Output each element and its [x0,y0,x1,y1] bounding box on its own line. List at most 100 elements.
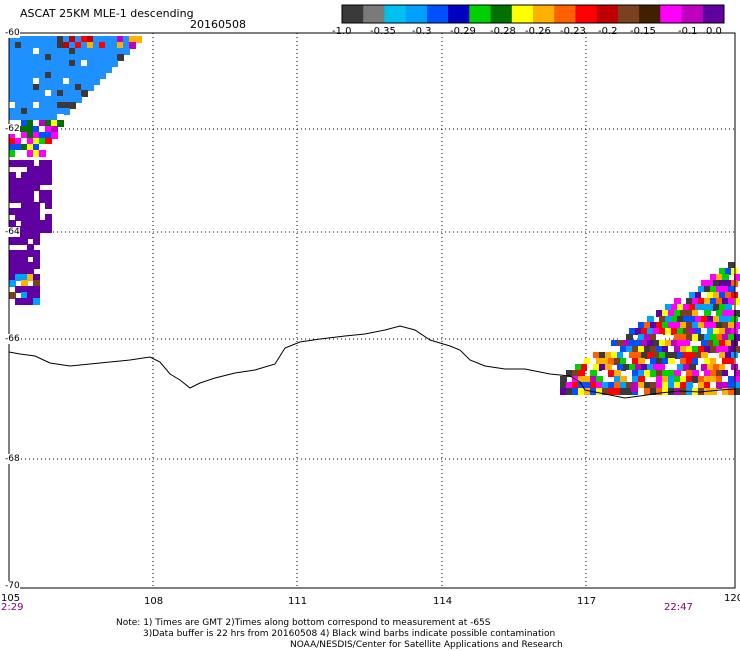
time-end-label: 22:47 [664,602,693,613]
wind-pixel [27,90,34,97]
wind-pixel [689,328,696,335]
colorbar-swatch [426,5,449,23]
wind-pixel [27,178,34,185]
wind-pixel [27,144,34,151]
wind-pixel [15,298,22,305]
wind-pixel [602,382,609,389]
wind-pixel [656,370,663,377]
wind-pixel [701,328,708,335]
wind-pixel [15,144,22,151]
wind-pixel [39,226,46,233]
wind-pixel [75,90,82,97]
wind-pixel [87,72,94,79]
wind-pixel [659,352,666,359]
wind-pixel [713,292,720,299]
wind-pixel [63,102,70,109]
wind-pixel [93,48,100,55]
wind-pixel [605,364,612,371]
wind-pixel [716,322,723,329]
wind-pixel [734,298,740,305]
wind-pixel [674,346,681,353]
wind-pixel [734,376,740,383]
wind-pixel [39,144,46,151]
wind-pixel [653,340,660,347]
wind-pixel [51,102,58,109]
wind-pixel [15,150,22,157]
wind-pixel [620,358,627,365]
wind-pixel [15,108,22,115]
wind-pixels [9,36,740,395]
product-date: 20160508 [190,18,246,31]
wind-pixel [9,268,16,275]
wind-pixel [560,388,567,395]
wind-pixel [15,78,22,85]
wind-pixel [39,160,46,167]
colorbar-swatch [596,5,619,23]
wind-pixel [9,138,16,145]
wind-pixel [566,370,573,377]
wind-pixel [686,382,693,389]
colorbar-label: -1.0 [332,26,352,37]
wind-pixel [659,316,666,323]
wind-pixel [9,54,16,61]
wind-pixel [716,358,723,365]
wind-pixel [632,370,639,377]
wind-pixel [734,310,740,317]
wind-pixel [671,328,678,335]
wind-pixel [722,376,729,383]
wind-pixel [677,328,684,335]
wind-pixel [9,66,16,73]
wind-pixel [716,310,723,317]
wind-pixel [45,54,52,61]
wind-pixel [623,364,630,371]
wind-pixel [105,54,112,61]
wind-pixel [63,84,70,91]
wind-pixel [620,334,627,341]
wind-pixel [15,256,22,263]
wind-pixel [674,310,681,317]
colorbar-label: -0.35 [370,26,396,37]
wind-pixel [632,376,639,383]
wind-pixel [647,340,654,347]
wind-pixel [9,36,16,43]
wind-pixel [21,202,28,209]
wind-pixel [701,316,708,323]
wind-pixel [27,214,34,221]
wind-pixel [33,60,40,67]
wind-pixel [33,232,40,239]
wind-pixel [698,298,705,305]
wind-pixel [617,364,624,371]
wind-pixel [725,328,732,335]
wind-pixel [596,358,603,365]
wind-pixel [105,36,112,43]
wind-pixel [39,84,46,91]
wind-pixel [33,48,40,55]
wind-pixel [9,160,16,167]
wind-pixel [638,358,645,365]
wind-pixel [626,370,633,377]
wind-pixel [656,376,663,383]
wind-pixel [9,72,16,79]
wind-pixel [39,90,46,97]
wind-pixel [33,138,40,145]
wind-pixel [39,172,46,179]
wind-pixel [33,184,40,191]
wind-pixel [15,268,22,275]
wind-pixel [15,190,22,197]
wind-pixel [668,370,675,377]
wind-pixel [21,60,28,67]
wind-pixel [680,310,687,317]
wind-pixel [27,114,34,121]
wind-pixel [21,280,28,287]
wind-pixel [99,66,106,73]
wind-pixel [15,196,22,203]
wind-pixel [51,96,58,103]
wind-pixel [21,274,28,281]
wind-pixel [105,66,112,73]
wind-pixel [21,190,28,197]
wind-pixel [716,274,723,281]
wind-pixel [653,352,660,359]
wind-pixel [728,262,735,269]
wind-pixel [632,358,639,365]
wind-pixel [728,334,735,341]
